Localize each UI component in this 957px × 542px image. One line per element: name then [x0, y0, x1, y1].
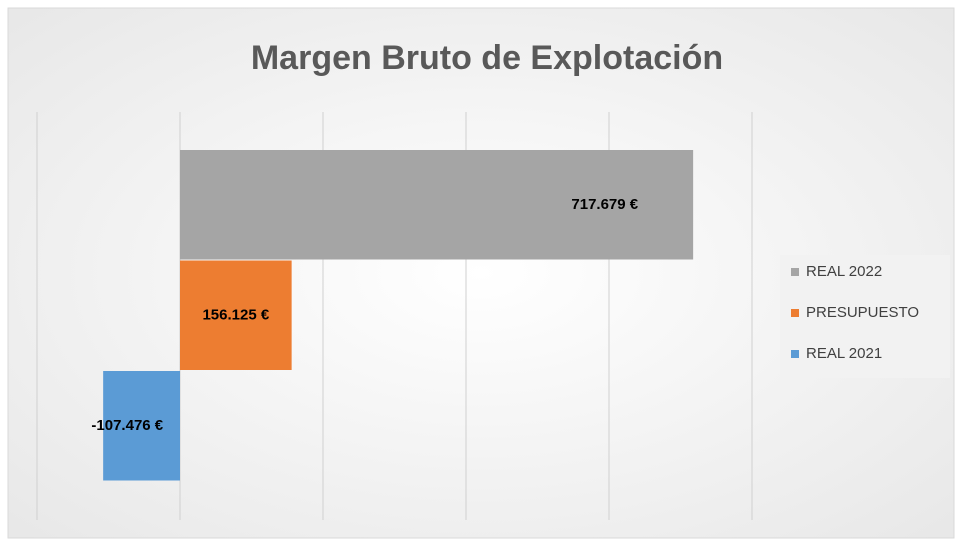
legend-swatch — [791, 268, 799, 276]
legend-label: REAL 2022 — [806, 263, 882, 280]
legend-swatch — [791, 350, 799, 358]
bar — [180, 150, 694, 260]
bar — [180, 260, 292, 370]
legend-label: PRESUPUESTO — [806, 304, 919, 321]
legend-box — [780, 255, 950, 378]
data-label: 717.679 € — [571, 196, 638, 213]
legend-swatch — [791, 309, 799, 317]
data-label: -107.476 € — [91, 417, 163, 434]
legend-label: REAL 2021 — [806, 345, 882, 362]
data-label: 156.125 € — [202, 307, 269, 324]
chart-title: Margen Bruto de Explotación — [251, 39, 723, 77]
bar — [103, 371, 180, 481]
